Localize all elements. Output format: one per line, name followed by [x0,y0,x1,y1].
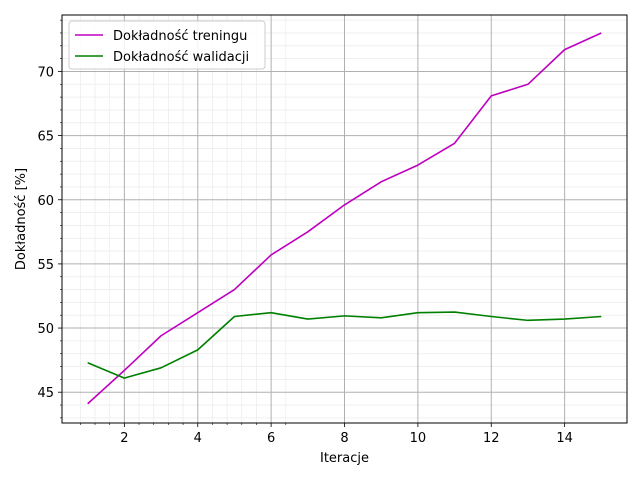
y-tick-label: 55 [37,258,54,273]
x-axis-ticks: 2 4 6 8 10 12 14 [80,423,573,446]
y-tick-label: 70 [37,65,54,80]
legend-label-1: Dokładność treningu [113,29,247,44]
series-line-2 [87,311,602,379]
legend-label-2: Dokładność walidacji [113,50,249,65]
legend-box [68,20,266,70]
series-lines [87,32,602,405]
y-tick-label: 50 [37,322,54,337]
x-tick-label: 2 [120,431,128,446]
y-axis-label: Dokładność [%] [14,168,29,270]
y-tick-label: 65 [37,130,54,145]
y-tick-label: 60 [37,194,54,209]
x-tick-label: 4 [194,431,202,446]
x-tick-label: 12 [483,431,500,446]
y-tick-label: 45 [37,386,54,401]
x-axis-label: Iteracje [320,451,369,466]
x-tick-label: 6 [267,431,275,446]
x-tick-label: 8 [340,431,348,446]
x-tick-label: 10 [410,431,427,446]
major-grid [62,15,627,423]
x-tick-label: 14 [556,431,573,446]
y-axis-ticks: 45 50 55 60 65 70 [37,19,62,419]
series-line-1 [87,32,602,405]
legend: Dokładność treningu Dokładność walidacji [68,20,266,70]
